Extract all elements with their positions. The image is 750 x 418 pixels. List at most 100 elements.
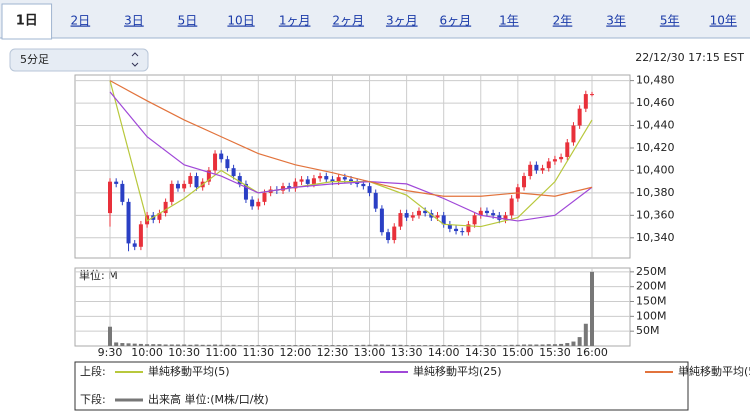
y-tick-label: 250M xyxy=(636,265,667,278)
candle-body xyxy=(367,186,372,193)
x-tick-label: 13:00 xyxy=(354,346,386,359)
x-tick-label: 14:00 xyxy=(428,346,460,359)
volume-bar xyxy=(429,345,434,346)
candle-body xyxy=(336,177,341,182)
volume-bar xyxy=(157,344,162,346)
candle-body xyxy=(460,231,465,233)
volume-bar xyxy=(175,344,180,346)
volume-bar xyxy=(497,345,502,346)
candle-body xyxy=(447,224,452,229)
tab[interactable]: 2日 xyxy=(71,14,91,28)
x-tick-label: 11:00 xyxy=(205,346,237,359)
candle-body xyxy=(571,125,576,143)
tab-bar xyxy=(0,0,750,38)
tab[interactable]: 3年 xyxy=(606,14,626,28)
ma-line xyxy=(109,91,593,222)
candle-body xyxy=(491,213,496,216)
legend-upper: 上段: xyxy=(80,364,106,378)
candle-body xyxy=(243,183,248,200)
volume-bar xyxy=(163,344,168,346)
candle-body xyxy=(503,215,508,220)
volume-bar xyxy=(305,345,310,346)
volume-bar xyxy=(416,345,421,346)
tab[interactable]: 1ヶ月 xyxy=(279,14,311,28)
volume-unit: 単位: M xyxy=(79,268,118,282)
volume-bar xyxy=(274,345,279,346)
legend-box xyxy=(74,361,689,411)
volume-bar xyxy=(132,343,137,346)
candle-body xyxy=(466,224,471,233)
volume-bar xyxy=(386,344,391,346)
volume-bar xyxy=(546,344,551,346)
candle-body xyxy=(324,176,329,180)
volume-bar xyxy=(503,345,508,346)
candle-body xyxy=(583,94,588,109)
candle-body xyxy=(120,183,125,202)
candle-body xyxy=(361,183,366,187)
tab[interactable]: 1日 xyxy=(16,14,38,29)
candle-body xyxy=(552,159,557,162)
y-tick-label: 10,440 xyxy=(636,119,675,132)
candle-body xyxy=(342,177,347,180)
y-tick-label: 100M xyxy=(636,309,667,322)
candle-body xyxy=(262,192,267,202)
y-tick-label: 10,380 xyxy=(636,186,675,199)
volume-bar xyxy=(169,344,174,346)
volume-bar xyxy=(361,344,366,346)
volume-bar xyxy=(293,345,298,346)
candle-body xyxy=(528,164,533,177)
volume-bar xyxy=(342,345,347,346)
volume-bar xyxy=(243,345,248,346)
volume-bar xyxy=(200,344,205,346)
candle-body xyxy=(311,178,316,184)
volume-bar xyxy=(231,344,236,346)
y-tick-label: 10,360 xyxy=(636,208,675,221)
volume-bar xyxy=(528,344,533,346)
volume-bar xyxy=(318,345,323,346)
candle-body xyxy=(237,176,242,184)
tab[interactable]: 10年 xyxy=(710,14,737,28)
x-tick-label: 9:30 xyxy=(98,346,123,359)
volume-bar xyxy=(540,344,545,346)
interval-select-label[interactable]: 5分足 xyxy=(20,53,49,66)
interval-select[interactable] xyxy=(9,48,149,72)
volume-bar xyxy=(509,344,514,346)
tab[interactable]: 2年 xyxy=(553,14,573,28)
tab[interactable]: 1年 xyxy=(499,14,519,28)
tab[interactable]: 5日 xyxy=(178,14,198,28)
candle-body xyxy=(349,179,353,182)
x-tick-label: 16:00 xyxy=(576,346,608,359)
tab[interactable]: 5年 xyxy=(660,14,680,28)
tab[interactable]: 2ヶ月 xyxy=(332,14,364,28)
candle-body xyxy=(126,201,131,244)
volume-bar xyxy=(460,345,465,346)
volume-bar xyxy=(114,342,119,346)
candle-body xyxy=(175,183,180,189)
candle-body xyxy=(398,213,403,227)
tab[interactable]: 10日 xyxy=(227,14,254,28)
candle-body xyxy=(509,198,514,216)
y-tick-label: 10,340 xyxy=(636,231,675,244)
candle-body xyxy=(305,179,310,184)
volume-bar xyxy=(565,343,570,346)
volume-bar xyxy=(423,345,428,346)
volume-bar xyxy=(250,345,255,346)
volume-bar xyxy=(108,326,112,346)
candle-body xyxy=(577,108,582,126)
tab[interactable]: 3日 xyxy=(124,14,144,28)
y-tick-label: 50M xyxy=(636,324,660,337)
x-tick-label: 15:00 xyxy=(502,346,534,359)
volume-bar xyxy=(398,344,403,346)
ma-line xyxy=(109,80,593,197)
candle-body xyxy=(540,168,545,171)
volume-bar xyxy=(237,345,242,346)
candle-body xyxy=(287,186,292,189)
tab[interactable]: 6ヶ月 xyxy=(440,14,472,28)
volume-bar xyxy=(392,344,397,346)
volume-bar xyxy=(447,345,452,346)
volume-bar xyxy=(478,345,483,346)
tab[interactable]: 3ヶ月 xyxy=(386,14,418,28)
volume-bar xyxy=(466,345,471,346)
volume-bar xyxy=(559,343,564,346)
candle-body xyxy=(435,215,440,218)
